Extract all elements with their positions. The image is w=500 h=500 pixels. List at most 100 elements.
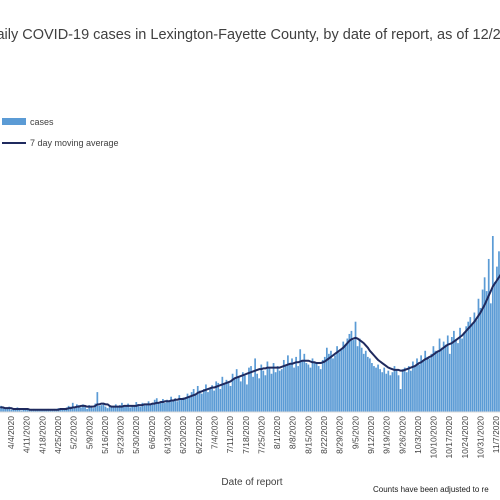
bar-cases-166 [340, 349, 343, 412]
bar-cases-102 [209, 387, 211, 412]
bar-cases-167 [342, 341, 345, 412]
bar-cases-14 [28, 409, 31, 412]
x-axis-ticks: 4/4/2020 4/11/2020 4/18/2020 4/25/2020 5/2/2… [6, 416, 500, 459]
x-tick-label: 10/31/2020 [476, 416, 486, 459]
bar-cases-20 [41, 410, 43, 412]
bar-cases-118 [241, 372, 244, 412]
x-tick-label: 6/6/2020 [147, 416, 157, 449]
bar-cases-12 [24, 408, 27, 412]
bar-cases-238 [487, 258, 490, 412]
bar-cases-134 [274, 372, 277, 412]
bar-cases-7 [14, 408, 17, 412]
x-tick-label: 4/4/2020 [6, 416, 16, 449]
x-tick-label: 7/18/2020 [241, 416, 251, 454]
chart-title: Daily COVID-19 cases in Lexington-Fayett… [0, 27, 500, 43]
bar-cases-109 [223, 384, 226, 412]
x-tick-label: 8/8/2020 [288, 416, 298, 449]
bar-cases-230 [471, 324, 474, 412]
bar-cases-52 [106, 408, 109, 412]
x-tick-label: 7/25/2020 [256, 416, 266, 454]
bar-cases-89 [182, 397, 185, 412]
bar-cases-36 [73, 408, 76, 412]
bar-cases-13 [26, 409, 29, 412]
bar-cases-124 [254, 358, 256, 412]
bar-cases-234 [479, 307, 482, 412]
bar-cases-58 [119, 405, 121, 412]
bar-cases-144 [295, 356, 297, 412]
bar-cases-182 [373, 366, 375, 412]
bar-cases-150 [307, 364, 310, 412]
bar-cases-77 [157, 403, 160, 412]
bar-cases-188 [385, 373, 388, 412]
bar-cases-53 [108, 405, 111, 412]
bar-cases-47 [96, 392, 99, 412]
bar-cases-214 [438, 338, 441, 412]
bar-cases-148 [303, 353, 306, 412]
bar-cases-86 [176, 401, 179, 412]
bar-cases-187 [383, 367, 386, 412]
bar-cases-181 [371, 363, 373, 412]
bar-cases-190 [389, 375, 392, 412]
bar-cases-5 [10, 409, 13, 412]
bar-cases-81 [166, 399, 168, 412]
bar-cases-204 [418, 364, 420, 412]
bar-cases-208 [426, 356, 429, 412]
legend-swatch-cases [2, 118, 26, 125]
bar-cases-206 [422, 359, 425, 412]
x-tick-label: 4/11/2020 [22, 416, 32, 453]
bar-cases-228 [467, 321, 470, 412]
bar-cases-153 [313, 361, 316, 412]
bar-cases-197 [403, 367, 406, 412]
bar-cases-39 [80, 407, 82, 412]
bar-cases-170 [348, 333, 351, 412]
bar-cases-216 [442, 341, 445, 412]
bar-cases-85 [174, 398, 177, 412]
bar-cases-112 [229, 385, 232, 412]
bar-cases-46 [94, 403, 97, 412]
x-tick-label: 5/30/2020 [131, 416, 141, 454]
legend: cases 7 day moving average [2, 117, 119, 148]
x-tick-label: 9/5/2020 [350, 416, 360, 449]
bar-cases-131 [268, 367, 271, 412]
x-tick-label: 9/26/2020 [397, 416, 407, 454]
bar-cases-43 [88, 405, 90, 412]
bar-cases-30 [61, 409, 64, 412]
x-tick-label: 4/25/2020 [53, 416, 63, 454]
bar-cases-42 [86, 408, 88, 412]
x-tick-label: 6/13/2020 [163, 416, 173, 454]
bar-cases-159 [325, 347, 328, 412]
bar-cases-15 [30, 410, 33, 412]
bar-cases-106 [217, 382, 220, 412]
x-tick-label: 5/16/2020 [100, 416, 110, 454]
bar-cases-73 [149, 404, 152, 412]
bar-cases-184 [377, 364, 379, 412]
bar-cases-34 [69, 406, 72, 412]
bar-cases-74 [151, 402, 154, 412]
x-tick-label: 4/18/2020 [37, 416, 47, 454]
bar-cases-195 [399, 389, 402, 412]
bar-cases-87 [178, 395, 181, 412]
bar-cases-119 [244, 375, 246, 412]
bar-cases-164 [336, 346, 338, 412]
bar-cases-232 [475, 320, 478, 412]
bar-cases-172 [352, 340, 355, 412]
bar-cases-132 [270, 373, 273, 412]
bar-cases-80 [164, 402, 166, 412]
bar-cases-189 [387, 370, 390, 412]
x-tick-label: 11/7/2020 [491, 416, 500, 453]
bar-cases-83 [170, 396, 172, 412]
bar-cases-227 [465, 326, 468, 412]
x-tick-label: 6/20/2020 [178, 416, 188, 454]
bar-cases-194 [397, 375, 400, 412]
bar-cases-25 [51, 409, 54, 412]
bar-cases-76 [155, 398, 158, 412]
bar-cases-143 [293, 367, 295, 412]
bar-cases-211 [432, 346, 435, 412]
bar-cases-56 [114, 404, 117, 412]
bar-cases-45 [92, 408, 95, 412]
bar-cases-64 [131, 405, 134, 412]
bar-cases-212 [434, 350, 437, 412]
bar-cases-138 [282, 359, 285, 412]
bar-cases-146 [299, 349, 302, 412]
x-tick-label: 8/22/2020 [319, 416, 329, 454]
